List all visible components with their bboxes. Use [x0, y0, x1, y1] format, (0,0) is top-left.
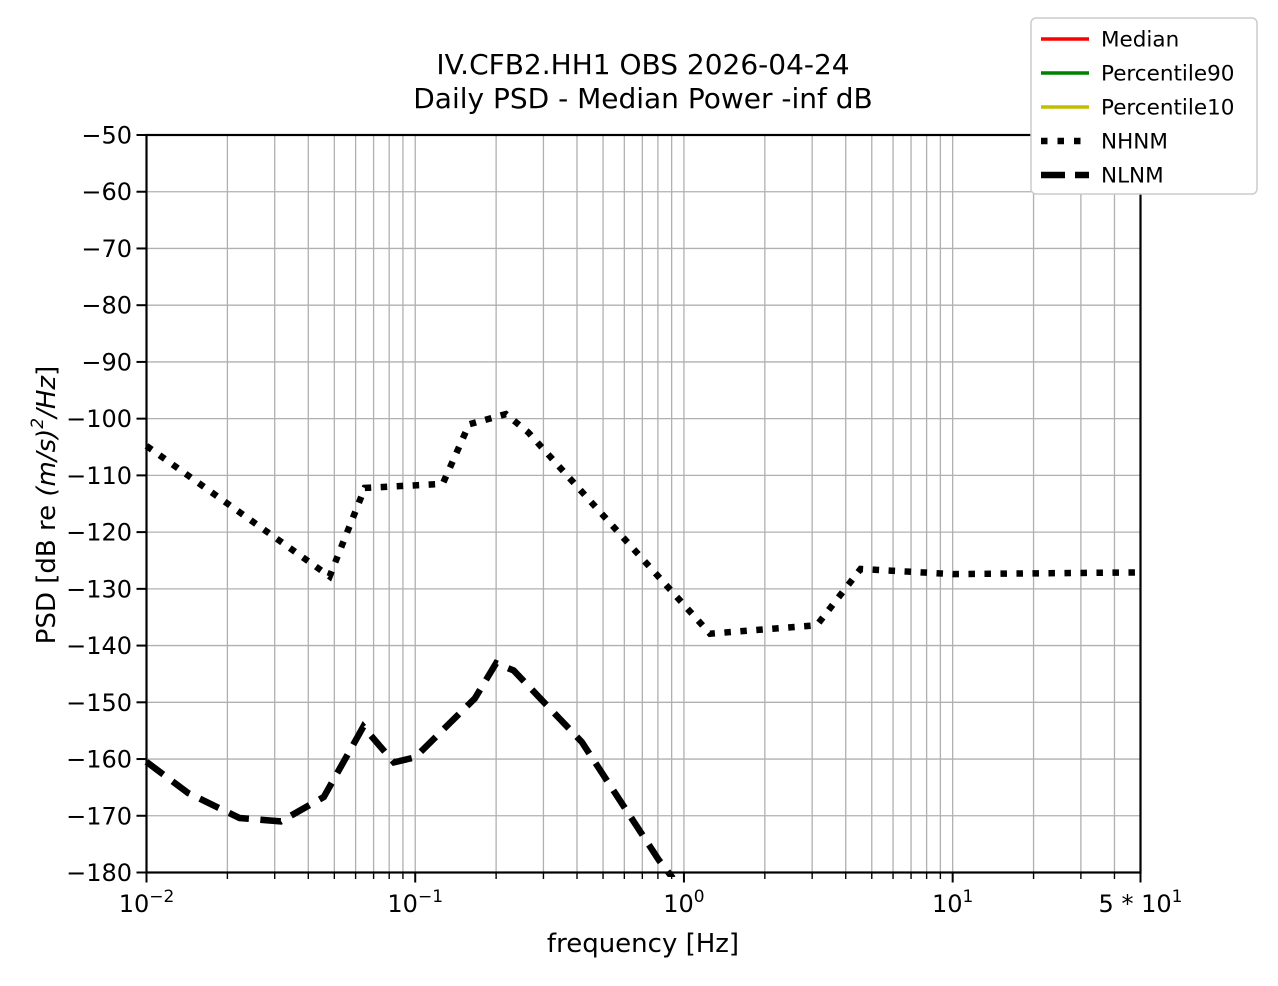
y-tick-label: −140	[66, 632, 132, 660]
x-axis: 10−2 10−1 100 101 5 * 101	[119, 873, 1183, 918]
legend-item: Median	[1041, 28, 1179, 53]
curve-nlnm	[144, 659, 676, 877]
legend-item: Percentile10	[1041, 96, 1234, 121]
legend-label: NHNM	[1101, 130, 1168, 155]
y-tick-label: −110	[66, 462, 132, 490]
y-tick-label: −90	[81, 348, 132, 376]
legend-item: NHNM	[1041, 130, 1168, 155]
x-axis-label: frequency [Hz]	[547, 929, 739, 959]
x-tick-label: 10−1	[387, 887, 443, 918]
y-axis: −50 −60 −70 −80 −90 −100 −110 −120 −130 −140 −150 −…	[66, 122, 146, 887]
y-tick-label: −130	[66, 575, 132, 603]
x-tick-label: 10−2	[119, 887, 175, 918]
y-axis-label: PSD [dB re (m/s)2/Hz]	[28, 366, 62, 644]
y-tick-label: −120	[66, 519, 132, 547]
legend-label: Median	[1101, 28, 1179, 53]
y-tick-label: −150	[66, 689, 132, 717]
curves	[144, 410, 1141, 877]
x-tick-label: 100	[663, 887, 704, 918]
legend-item: Percentile90	[1041, 62, 1234, 87]
y-tick-label: −70	[81, 235, 132, 263]
y-tick-label: −100	[66, 405, 132, 433]
legend: Median Percentile90 Percentile10 NHNM NLNM	[1030, 17, 1258, 195]
legend-box	[1030, 17, 1258, 195]
legend-label: NLNM	[1101, 164, 1164, 189]
y-tick-label: −50	[81, 122, 132, 150]
legend-label: Percentile10	[1101, 96, 1234, 121]
curve-nhnm	[144, 410, 1141, 638]
x-tick-label: 101	[932, 887, 973, 918]
grid	[146, 135, 1141, 873]
legend-label: Percentile90	[1101, 62, 1234, 87]
chart-title-line2: Daily PSD - Median Power -inf dB	[413, 82, 873, 115]
x-tick-label: 5 * 101	[1099, 887, 1183, 918]
y-tick-label: −160	[66, 746, 132, 774]
legend-item: NLNM	[1041, 164, 1164, 189]
chart-title-line1: IV.CFB2.HH1 OBS 2026-04-24	[436, 48, 849, 81]
y-tick-label: −170	[66, 802, 132, 830]
plot-border	[145, 133, 1142, 874]
y-tick-label: −60	[81, 178, 132, 206]
y-tick-label: −80	[81, 292, 132, 320]
y-tick-label: −180	[66, 859, 132, 887]
